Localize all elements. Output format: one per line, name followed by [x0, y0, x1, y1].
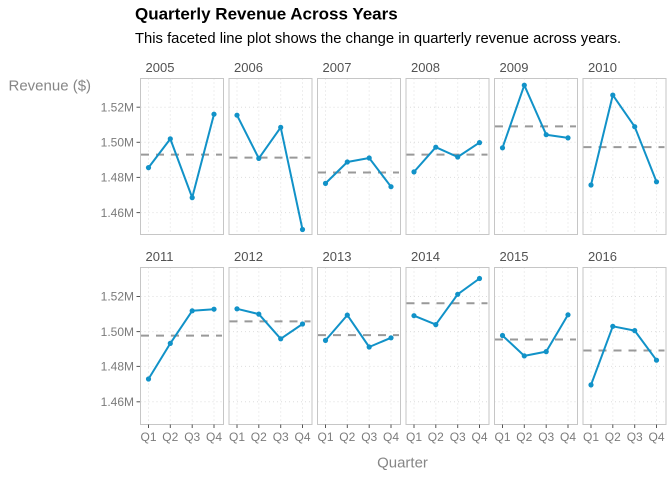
svg-text:Q3: Q3	[361, 430, 377, 444]
svg-text:1.48M: 1.48M	[101, 171, 134, 185]
svg-text:Q3: Q3	[273, 430, 289, 444]
svg-text:2016: 2016	[588, 249, 617, 264]
svg-text:2006: 2006	[234, 60, 263, 75]
svg-text:Q2: Q2	[605, 430, 621, 444]
svg-text:2009: 2009	[500, 60, 529, 75]
svg-text:Q1: Q1	[583, 430, 599, 444]
svg-text:Revenue ($): Revenue ($)	[9, 78, 92, 95]
svg-text:Q2: Q2	[428, 430, 444, 444]
svg-text:Q3: Q3	[184, 430, 200, 444]
svg-text:Q2: Q2	[516, 430, 532, 444]
svg-text:Q3: Q3	[627, 430, 643, 444]
svg-text:2014: 2014	[411, 249, 440, 264]
svg-text:2011: 2011	[146, 249, 174, 264]
svg-text:Q4: Q4	[383, 430, 399, 444]
svg-text:2005: 2005	[146, 60, 175, 75]
svg-text:Quarterly Revenue Across Years: Quarterly Revenue Across Years	[135, 5, 398, 24]
svg-text:2008: 2008	[411, 60, 440, 75]
svg-text:2007: 2007	[323, 60, 352, 75]
svg-text:Quarter: Quarter	[377, 455, 428, 472]
svg-text:1.48M: 1.48M	[101, 360, 134, 374]
svg-text:Q2: Q2	[162, 430, 178, 444]
svg-text:Q2: Q2	[339, 430, 355, 444]
svg-text:Q1: Q1	[140, 430, 156, 444]
svg-text:Q1: Q1	[406, 430, 422, 444]
svg-text:1.46M: 1.46M	[101, 395, 134, 409]
svg-text:1.52M: 1.52M	[101, 100, 134, 114]
svg-text:This faceted line plot shows t: This faceted line plot shows the change …	[135, 31, 621, 47]
svg-text:1.50M: 1.50M	[101, 136, 134, 150]
svg-text:2012: 2012	[234, 249, 263, 264]
svg-text:1.52M: 1.52M	[101, 290, 134, 304]
svg-text:Q4: Q4	[648, 430, 664, 444]
svg-text:2010: 2010	[588, 60, 617, 75]
svg-text:Q2: Q2	[251, 430, 267, 444]
svg-text:Q1: Q1	[229, 430, 245, 444]
svg-text:Q3: Q3	[450, 430, 466, 444]
svg-text:Q3: Q3	[538, 430, 554, 444]
svg-text:Q4: Q4	[206, 430, 222, 444]
svg-text:Q4: Q4	[294, 430, 310, 444]
svg-text:1.46M: 1.46M	[101, 206, 134, 220]
svg-text:1.50M: 1.50M	[101, 325, 134, 339]
svg-text:Q4: Q4	[560, 430, 576, 444]
svg-text:Q1: Q1	[317, 430, 333, 444]
svg-text:2015: 2015	[500, 249, 529, 264]
svg-text:Q1: Q1	[494, 430, 510, 444]
svg-text:2013: 2013	[323, 249, 352, 264]
svg-text:Q4: Q4	[471, 430, 487, 444]
